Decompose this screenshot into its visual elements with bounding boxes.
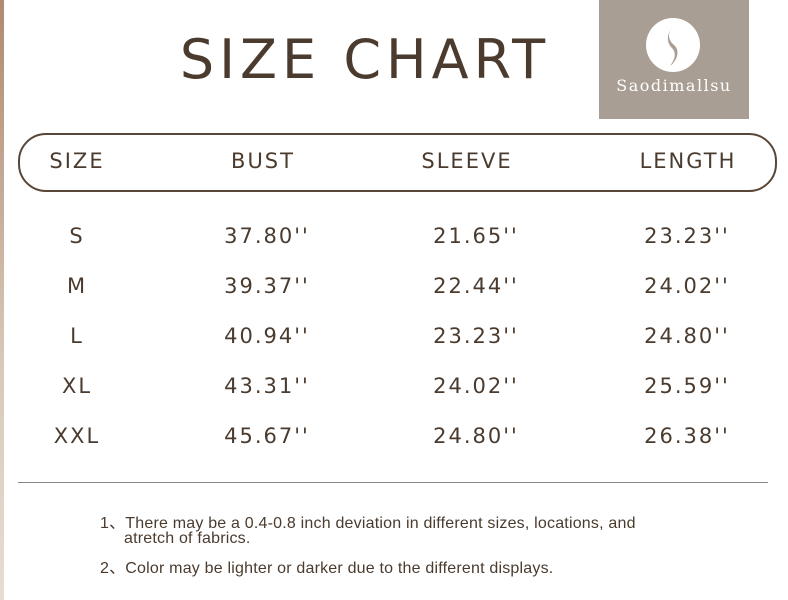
table-cell: XL xyxy=(61,374,93,398)
table-cell: 23.23'' xyxy=(644,224,730,248)
column-header: BUST xyxy=(231,149,295,173)
image-edge xyxy=(0,0,4,600)
table-cell: 24.80'' xyxy=(433,424,519,448)
table-cell: 22.44'' xyxy=(433,274,519,298)
note-1-continued: atretch of fabrics. xyxy=(124,530,251,547)
table-cell: 24.02'' xyxy=(433,374,519,398)
column-header: SLEEVE xyxy=(421,149,513,173)
divider xyxy=(18,482,768,483)
table-cell: L xyxy=(70,324,84,348)
table-cell: 24.02'' xyxy=(644,274,730,298)
page-title: SIZE CHART xyxy=(179,28,551,91)
column-header: LENGTH xyxy=(639,149,737,173)
table-cell: 25.59'' xyxy=(644,374,730,398)
table-cell: 45.67'' xyxy=(224,424,310,448)
table-cell: 23.23'' xyxy=(433,324,519,348)
note-2: 2、Color may be lighter or darker due to … xyxy=(100,560,554,577)
table-cell: 21.65'' xyxy=(433,224,519,248)
brand-name: Saodimallsu xyxy=(616,76,732,95)
table-cell: 39.37'' xyxy=(224,274,310,298)
logo-emblem-icon xyxy=(646,18,700,72)
table-cell: S xyxy=(69,224,85,248)
table-header xyxy=(18,133,777,192)
table-cell: 24.80'' xyxy=(644,324,730,348)
note-1: 1、There may be a 0.4-0.8 inch deviation … xyxy=(100,515,636,532)
table-cell: 26.38'' xyxy=(644,424,730,448)
table-cell: 40.94'' xyxy=(224,324,310,348)
table-cell: 43.31'' xyxy=(224,374,310,398)
table-cell: M xyxy=(66,274,88,298)
table-cell: XXL xyxy=(53,424,101,448)
table-cell: 37.80'' xyxy=(224,224,310,248)
brand-logo: Saodimallsu xyxy=(599,0,749,119)
column-header: SIZE xyxy=(49,149,105,173)
